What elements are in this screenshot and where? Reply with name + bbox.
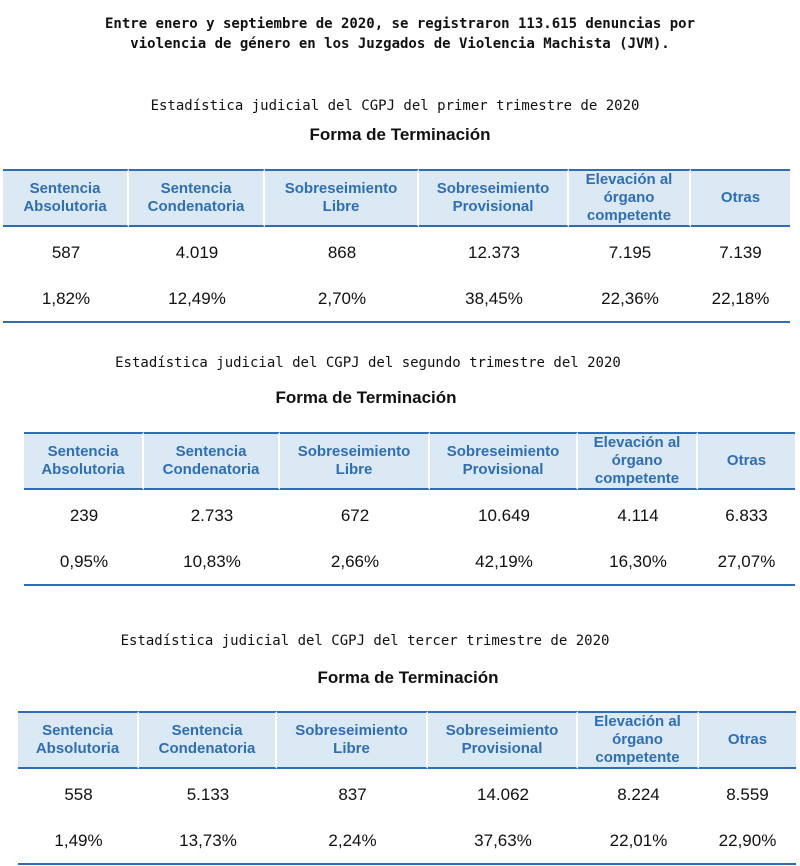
- column-header: Elevación al órgano competente: [578, 432, 698, 490]
- stats-table-q1: Sentencia Absolutoria Sentencia Condenator…: [3, 169, 790, 323]
- column-header: Sentencia Condenatoria: [129, 169, 265, 227]
- stats-table-q2: Sentencia Absolutoria Sentencia Condenator…: [24, 432, 795, 586]
- column-header: Sentencia Absolutoria: [18, 711, 139, 769]
- column-header: Elevación al órgano competente: [569, 169, 691, 227]
- column-header: Otras: [691, 169, 790, 227]
- percent-cell: 27,07%: [698, 540, 795, 586]
- count-cell: 6.833: [725, 506, 768, 525]
- count-cell: 12.373: [468, 243, 520, 262]
- column-header: Sentencia Absolutoria: [24, 432, 144, 490]
- column-header: Sobreseimiento Provisional: [430, 432, 578, 490]
- table-row-counts: 239 2.733 672 10.649 4.114 6.833: [24, 490, 795, 540]
- count-cell: 5.133: [186, 785, 230, 804]
- count-cell: 239: [69, 506, 99, 525]
- count-cell: 10.649: [478, 506, 530, 525]
- count-cell: 672: [340, 506, 370, 525]
- table-row-percents: 0,95% 10,83% 2,66% 42,19% 16,30% 27,07%: [24, 540, 795, 586]
- percent-cell: 10,83%: [144, 540, 280, 586]
- section-title-q1: Forma de Terminación: [309, 125, 491, 144]
- percent-cell: 2,66%: [280, 540, 430, 586]
- column-header: Sobreseimiento Libre: [280, 432, 430, 490]
- column-header: Sentencia Absolutoria: [3, 169, 129, 227]
- column-header: Sentencia Condenatoria: [139, 711, 277, 769]
- percent-cell: 22,90%: [699, 819, 796, 865]
- percent-cell: 37,63%: [428, 819, 578, 865]
- count-cell: 558: [64, 785, 93, 804]
- percent-cell: 2,24%: [277, 819, 428, 865]
- percent-cell: 1,82%: [3, 277, 129, 323]
- count-cell: 14.062: [477, 785, 529, 804]
- percent-cell: 38,45%: [419, 277, 569, 323]
- count-cell: 8.224: [617, 785, 660, 804]
- column-header: Sentencia Condenatoria: [144, 432, 280, 490]
- table-row-percents: 1,49% 13,73% 2,24% 37,63% 22,01% 22,90%: [18, 819, 796, 865]
- count-cell: 837: [338, 785, 367, 804]
- section-caption-q3: Estadística judicial del CGPJ del tercer…: [120, 633, 610, 649]
- table-header-row: Sentencia Absolutoria Sentencia Condenator…: [24, 432, 795, 490]
- table-row-percents: 1,82% 12,49% 2,70% 38,45% 22,36% 22,18%: [3, 277, 790, 323]
- section-caption-q1: Estadística judicial del CGPJ del primer…: [150, 98, 640, 114]
- section-title-q3: Forma de Terminación: [317, 668, 499, 687]
- count-cell: 4.114: [617, 506, 659, 525]
- count-cell: 2.733: [190, 506, 234, 525]
- column-header: Sobreseimiento Libre: [277, 711, 428, 769]
- intro-text: Entre enero y septiembre de 2020, se reg…: [104, 16, 695, 52]
- table-row-counts: 558 5.133 837 14.062 8.224 8.559: [18, 769, 796, 819]
- column-header: Otras: [698, 432, 795, 490]
- count-cell: 4.019: [175, 243, 219, 262]
- percent-cell: 22,01%: [578, 819, 699, 865]
- count-cell: 868: [327, 243, 357, 262]
- count-cell: 8.559: [726, 785, 769, 804]
- table-header-row: Sentencia Absolutoria Sentencia Condenator…: [3, 169, 790, 227]
- section-title-q2: Forma de Terminación: [275, 388, 457, 407]
- column-header: Sobreseimiento Provisional: [428, 711, 578, 769]
- percent-cell: 1,49%: [18, 819, 139, 865]
- percent-cell: 22,36%: [569, 277, 691, 323]
- percent-cell: 0,95%: [24, 540, 144, 586]
- column-header: Sobreseimiento Libre: [265, 169, 419, 227]
- percent-cell: 16,30%: [578, 540, 698, 586]
- percent-cell: 13,73%: [139, 819, 277, 865]
- column-header: Otras: [699, 711, 796, 769]
- percent-cell: 12,49%: [129, 277, 265, 323]
- section-caption-q2: Estadística judicial del CGPJ del segund…: [115, 355, 621, 371]
- table-header-row: Sentencia Absolutoria Sentencia Condenator…: [18, 711, 796, 769]
- column-header: Elevación al órgano competente: [578, 711, 699, 769]
- column-header: Sobreseimiento Provisional: [419, 169, 569, 227]
- percent-cell: 2,70%: [265, 277, 419, 323]
- count-cell: 587: [51, 243, 81, 262]
- count-cell: 7.195: [608, 243, 652, 262]
- stats-table-q3: Sentencia Absolutoria Sentencia Condenator…: [18, 711, 796, 865]
- table-row-counts: 587 4.019 868 12.373 7.195 7.139: [3, 227, 790, 277]
- percent-cell: 42,19%: [430, 540, 578, 586]
- percent-cell: 22,18%: [691, 277, 790, 323]
- count-cell: 7.139: [719, 243, 762, 262]
